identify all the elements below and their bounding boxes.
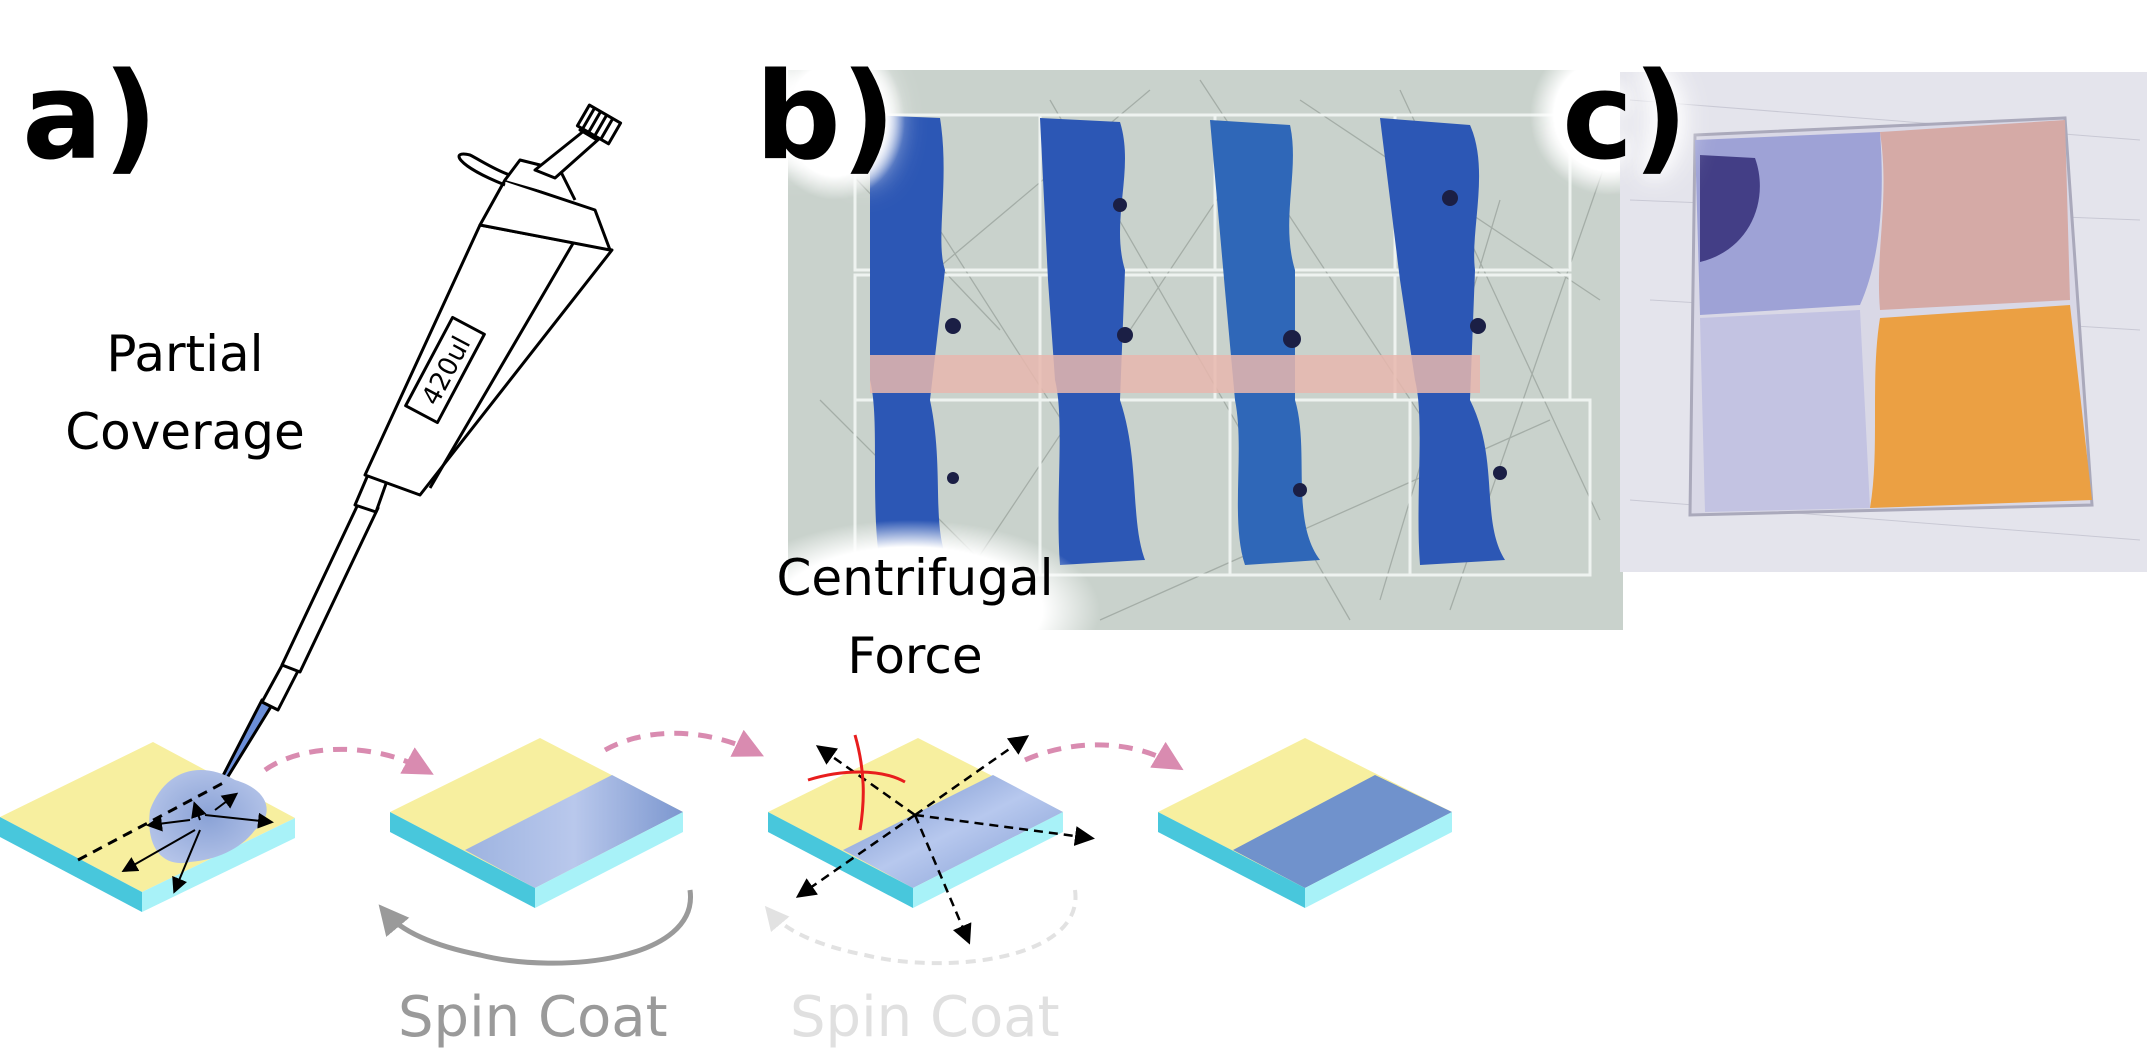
substrate-2 bbox=[390, 738, 683, 908]
substrate-4 bbox=[1158, 738, 1452, 908]
caption-coverage: Coverage bbox=[65, 402, 305, 461]
spin-coat-label-1: Spin Coat bbox=[398, 985, 668, 1050]
caption-centrifugal: Centrifugal bbox=[776, 549, 1054, 607]
process-arrows bbox=[263, 729, 1184, 775]
caption-force: Force bbox=[847, 626, 983, 685]
pipette-drawing: 420ul bbox=[193, 103, 623, 832]
photo-b-slides bbox=[720, 35, 1690, 700]
substrate-1 bbox=[0, 742, 295, 912]
spin-arrow-1 bbox=[378, 889, 693, 966]
panel-label-b: b) bbox=[755, 48, 896, 187]
photo-c-substrate bbox=[1620, 72, 2147, 572]
caption-centrifugal-force: Centrifugal Force bbox=[750, 540, 1080, 695]
spin-arrow-2 bbox=[764, 889, 1078, 966]
panel-label-a: a) bbox=[22, 48, 158, 187]
panel-label-c: c) bbox=[1562, 48, 1688, 187]
spin-coat-label-2: Spin Coat bbox=[790, 985, 1060, 1050]
caption-partial: Partial bbox=[106, 325, 264, 383]
substrate-3 bbox=[768, 734, 1095, 945]
caption-partial-coverage: Partial Coverage bbox=[40, 316, 330, 471]
